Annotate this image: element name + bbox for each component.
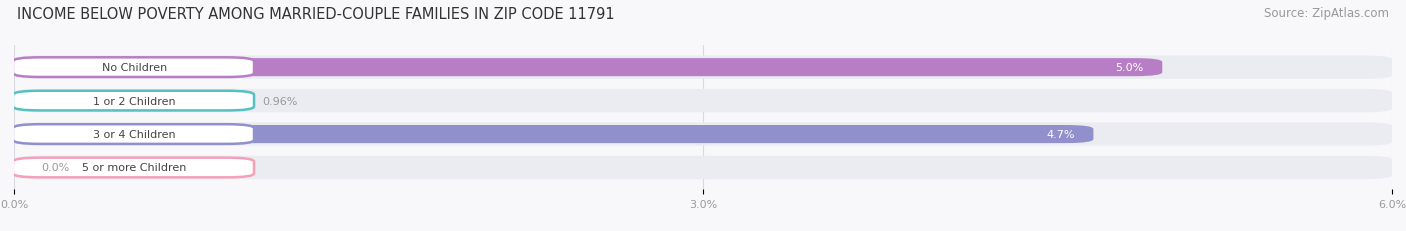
FancyBboxPatch shape <box>13 58 254 78</box>
FancyBboxPatch shape <box>14 123 1392 146</box>
FancyBboxPatch shape <box>14 156 1392 179</box>
Text: 5.0%: 5.0% <box>1116 63 1144 73</box>
FancyBboxPatch shape <box>14 56 1392 79</box>
FancyBboxPatch shape <box>14 89 1392 113</box>
Text: 1 or 2 Children: 1 or 2 Children <box>93 96 176 106</box>
Text: No Children: No Children <box>103 63 167 73</box>
FancyBboxPatch shape <box>13 91 254 111</box>
FancyBboxPatch shape <box>14 125 1094 143</box>
FancyBboxPatch shape <box>13 125 254 144</box>
FancyBboxPatch shape <box>14 59 1163 77</box>
Text: 0.96%: 0.96% <box>262 96 298 106</box>
Text: INCOME BELOW POVERTY AMONG MARRIED-COUPLE FAMILIES IN ZIP CODE 11791: INCOME BELOW POVERTY AMONG MARRIED-COUPL… <box>17 7 614 22</box>
Text: 3 or 4 Children: 3 or 4 Children <box>93 130 176 140</box>
Text: 4.7%: 4.7% <box>1046 130 1076 140</box>
Text: 5 or more Children: 5 or more Children <box>83 163 187 173</box>
Text: Source: ZipAtlas.com: Source: ZipAtlas.com <box>1264 7 1389 20</box>
FancyBboxPatch shape <box>14 92 235 110</box>
Text: 0.0%: 0.0% <box>42 163 70 173</box>
FancyBboxPatch shape <box>13 158 254 178</box>
